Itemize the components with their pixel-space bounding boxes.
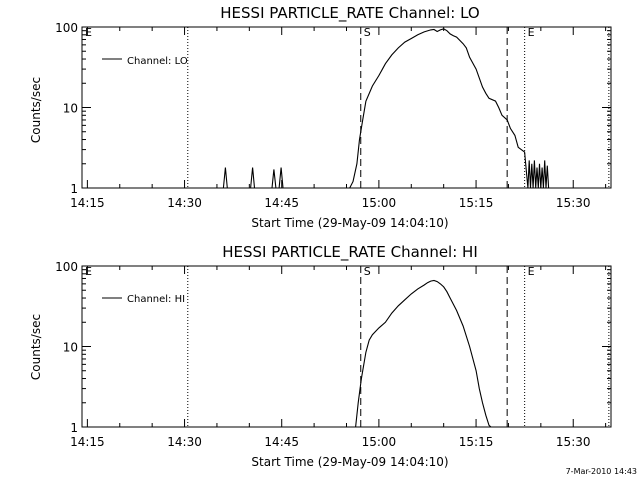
x-tick-label: 14:45: [264, 196, 299, 210]
x-tick-label: 14:15: [70, 196, 105, 210]
x-tick-label: 14:30: [167, 435, 202, 449]
y-tick-label: 1: [70, 182, 78, 196]
x-axis-label: Start Time (29-May-09 14:04:10): [251, 455, 448, 469]
y-tick-label: 10: [63, 341, 78, 355]
y-tick-label: 100: [55, 21, 78, 35]
x-axis-label: Start Time (29-May-09 14:04:10): [251, 216, 448, 230]
chart-title: HESSI PARTICLE_RATE Channel: LO: [220, 4, 479, 23]
legend-label: Channel: LO: [127, 56, 188, 67]
chart-panel-hi: HESSI PARTICLE_RATE Channel: HI Start Ti…: [29, 243, 612, 469]
x-tick-label: 15:00: [362, 196, 397, 210]
x-tick-label: 15:15: [459, 196, 494, 210]
footer-timestamp: 7-Mar-2010 14:43: [566, 467, 637, 476]
x-tick-label: 15:15: [459, 435, 494, 449]
chart-panel-lo: HESSI PARTICLE_RATE Channel: LO Start Ti…: [29, 4, 612, 230]
y-tick-label: 10: [63, 102, 78, 116]
data-series-line: [355, 279, 492, 428]
y-axis-label: Counts/sec: [29, 314, 43, 380]
event-marker-label: E: [528, 26, 535, 39]
x-tick-label: 14:15: [70, 435, 105, 449]
x-tick-label: 14:30: [167, 196, 202, 210]
event-marker-label: E: [85, 265, 92, 278]
x-tick-label: 15:00: [362, 435, 397, 449]
chart-title: HESSI PARTICLE_RATE Channel: HI: [222, 243, 478, 262]
y-axis-label: Counts/sec: [29, 77, 43, 143]
plot-frame: [81, 265, 612, 428]
legend-label: Channel: HI: [127, 294, 185, 305]
x-tick-label: 14:45: [264, 435, 299, 449]
x-tick-label: 15:30: [556, 196, 591, 210]
y-tick-label: 1: [70, 421, 78, 435]
x-tick-label: 15:30: [556, 435, 591, 449]
event-marker-label: S: [364, 26, 371, 39]
data-series-line: [82, 28, 550, 189]
y-tick-label: 100: [55, 260, 78, 274]
event-marker-label: E: [85, 26, 92, 39]
event-marker-label: E: [528, 265, 535, 278]
event-marker-label: S: [364, 265, 371, 278]
